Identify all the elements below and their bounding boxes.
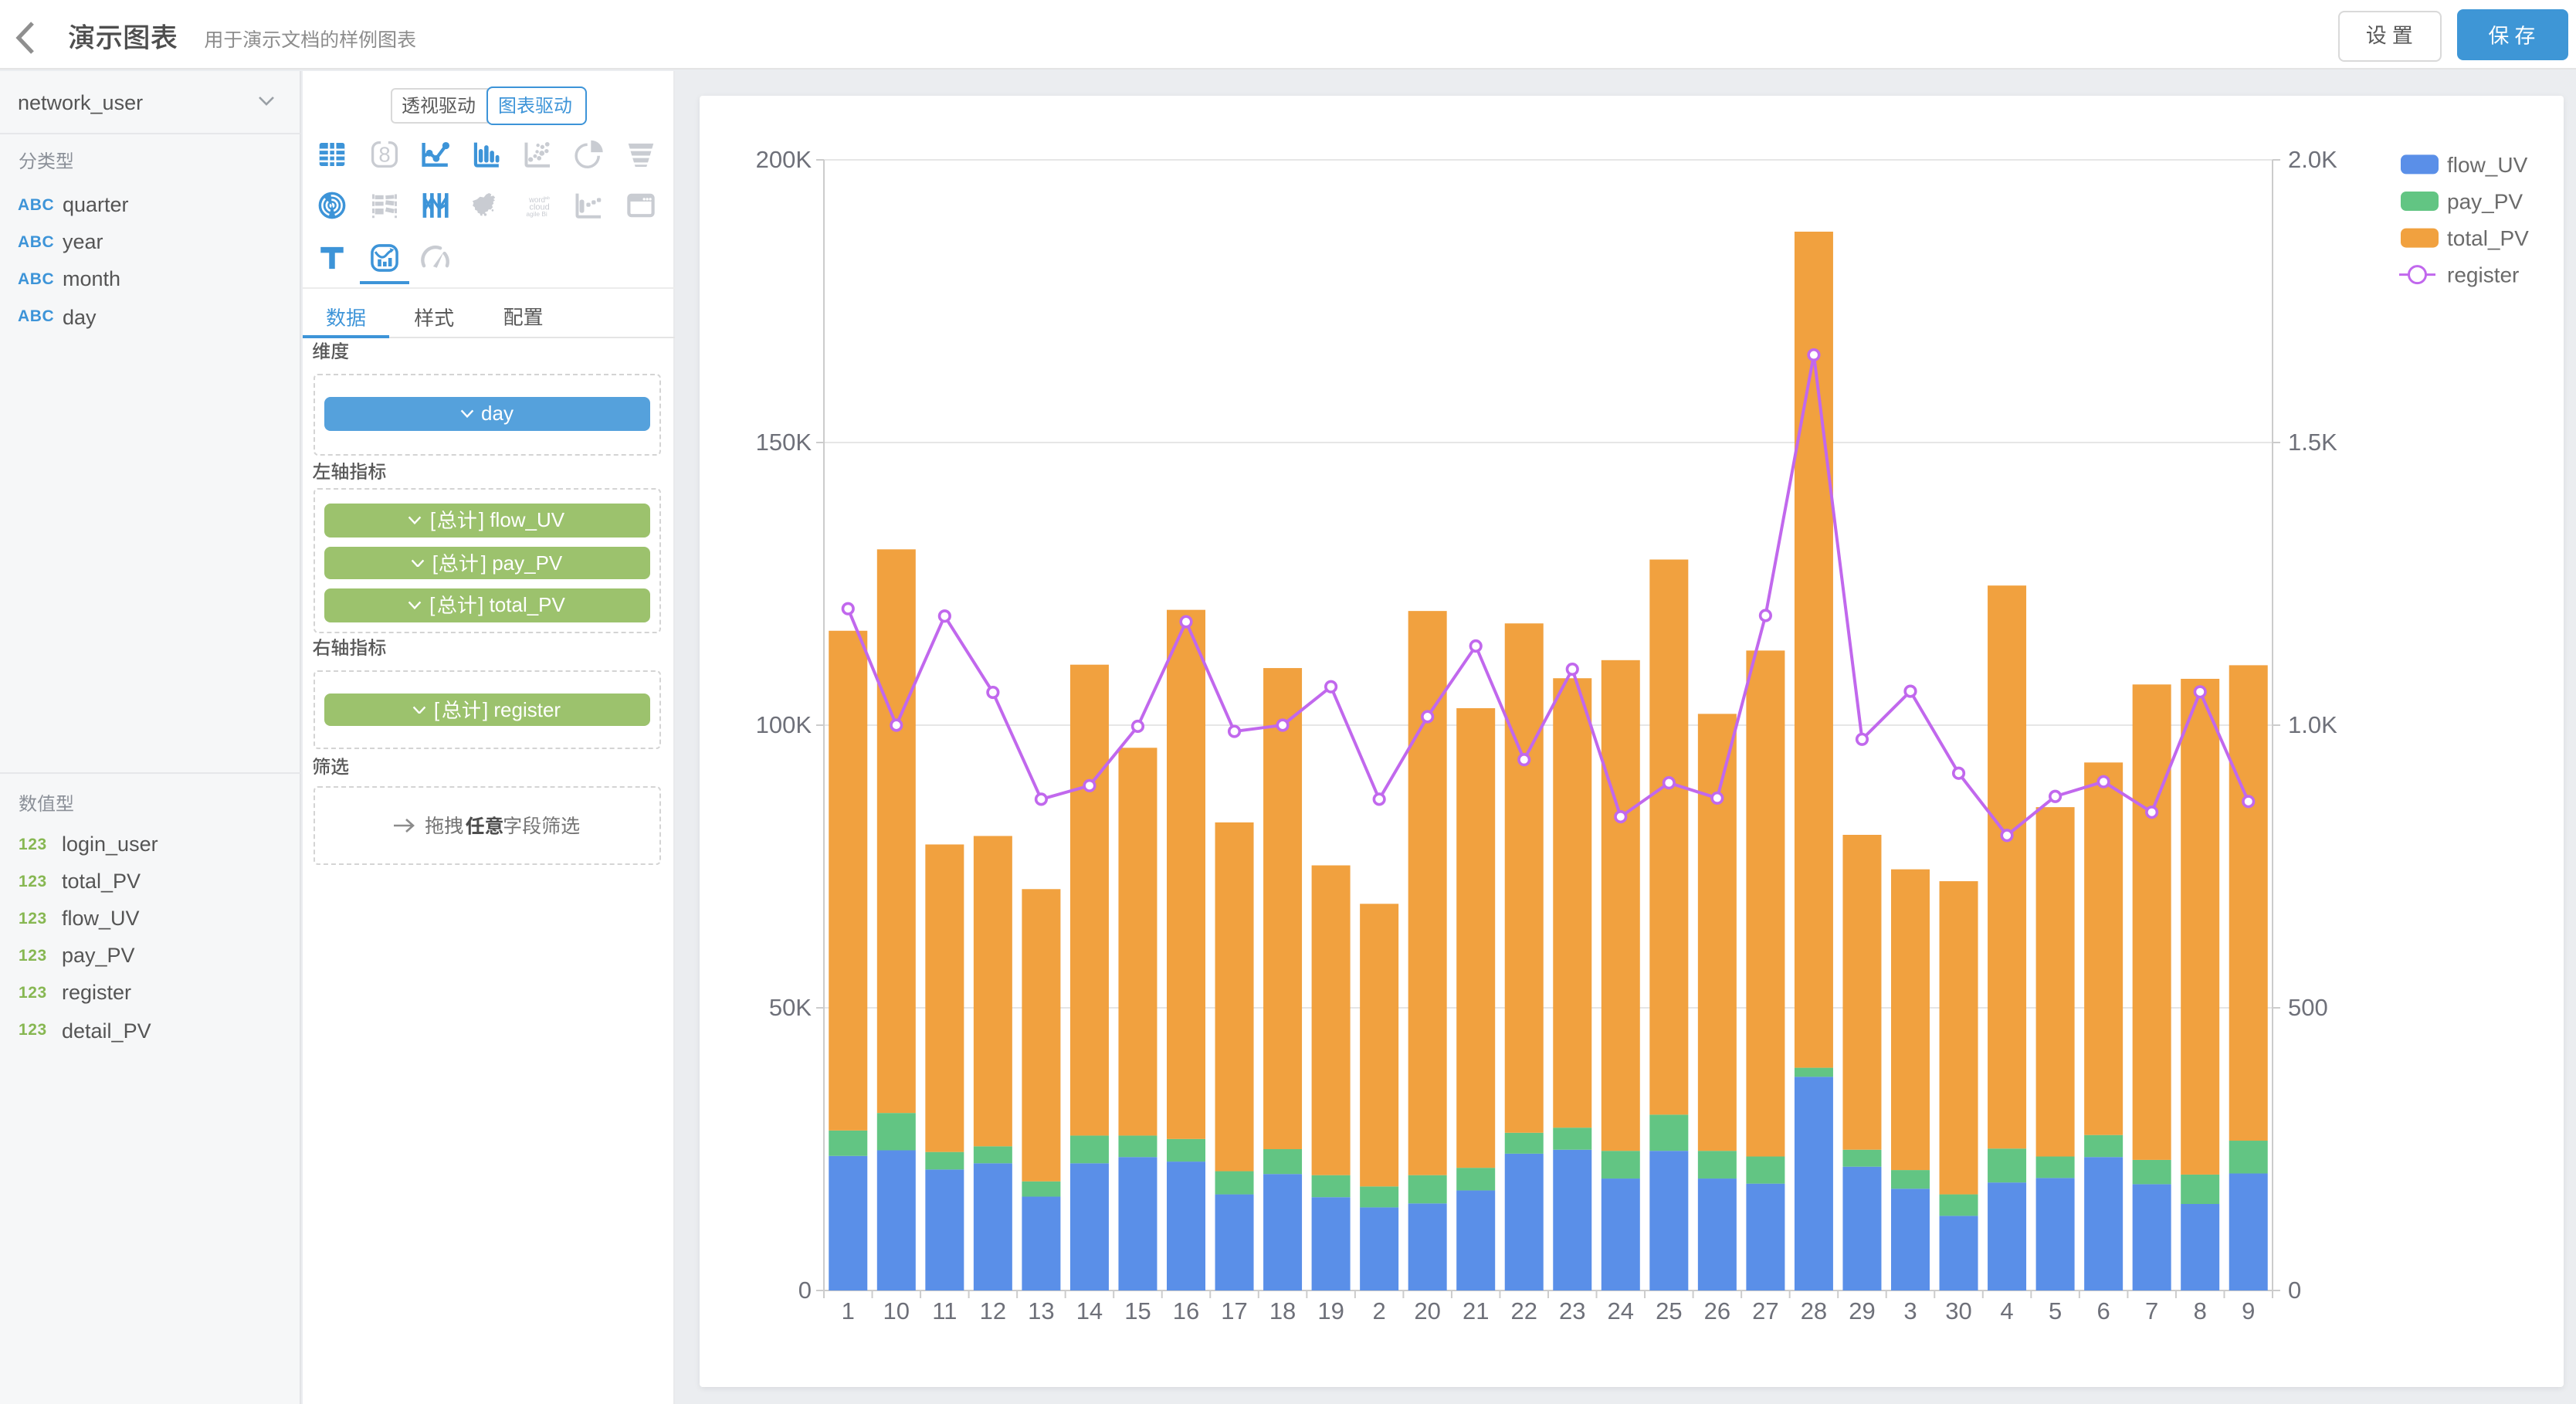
svg-text:13: 13 <box>1027 1297 1053 1324</box>
svg-text:pay_PV: pay_PV <box>2446 189 2522 213</box>
svg-text:150K: 150K <box>755 428 812 455</box>
svg-text:19: 19 <box>1317 1297 1343 1324</box>
svg-text:8: 8 <box>2193 1297 2206 1324</box>
svg-text:6: 6 <box>2096 1297 2110 1324</box>
svg-text:total_PV: total_PV <box>2446 226 2528 249</box>
svg-text:50K: 50K <box>768 993 811 1020</box>
svg-text:2: 2 <box>1372 1297 1385 1324</box>
svg-text:17: 17 <box>1220 1297 1246 1324</box>
svg-text:10: 10 <box>883 1297 909 1324</box>
svg-text:21: 21 <box>1462 1297 1488 1324</box>
svg-text:cloud: cloud <box>528 202 548 212</box>
svg-text:0: 0 <box>2287 1276 2300 1303</box>
svg-text:register: register <box>2446 263 2518 287</box>
svg-text:1.0K: 1.0K <box>2287 710 2337 738</box>
svg-text:ab: ab <box>544 195 549 200</box>
svg-text:26: 26 <box>1703 1297 1730 1324</box>
svg-text:23: 23 <box>1558 1297 1585 1324</box>
svg-text:15: 15 <box>1124 1297 1150 1324</box>
svg-text:27: 27 <box>1751 1297 1778 1324</box>
svg-text:29: 29 <box>1848 1297 1874 1324</box>
svg-text:25: 25 <box>1655 1297 1681 1324</box>
svg-text:12: 12 <box>979 1297 1005 1324</box>
svg-text:2.0K: 2.0K <box>2287 145 2337 172</box>
svg-text:1: 1 <box>841 1297 854 1324</box>
svg-text:7: 7 <box>2144 1297 2157 1324</box>
svg-text:agile Bi: agile Bi <box>525 209 547 217</box>
svg-text:16: 16 <box>1172 1297 1198 1324</box>
svg-text:18: 18 <box>1269 1297 1295 1324</box>
svg-text:500: 500 <box>2287 993 2327 1020</box>
svg-text:30: 30 <box>1944 1297 1971 1324</box>
svg-text:word: word <box>527 195 544 204</box>
svg-text:0: 0 <box>798 1276 811 1303</box>
svg-text:flow_UV: flow_UV <box>2446 152 2527 176</box>
svg-text:100K: 100K <box>755 710 812 738</box>
svg-text:200K: 200K <box>755 145 812 172</box>
svg-text:20: 20 <box>1413 1297 1439 1324</box>
svg-text:1.5K: 1.5K <box>2287 428 2337 455</box>
svg-text:5: 5 <box>2048 1297 2061 1324</box>
svg-text:11: 11 <box>931 1297 956 1324</box>
svg-text:14: 14 <box>1076 1297 1102 1324</box>
svg-text:22: 22 <box>1510 1297 1536 1324</box>
svg-text:24: 24 <box>1607 1297 1633 1324</box>
svg-text:28: 28 <box>1800 1297 1826 1324</box>
svg-text:9: 9 <box>2241 1297 2254 1324</box>
svg-text:4: 4 <box>1999 1297 2012 1324</box>
svg-text:8: 8 <box>378 142 389 166</box>
svg-text:3: 3 <box>1903 1297 1916 1324</box>
